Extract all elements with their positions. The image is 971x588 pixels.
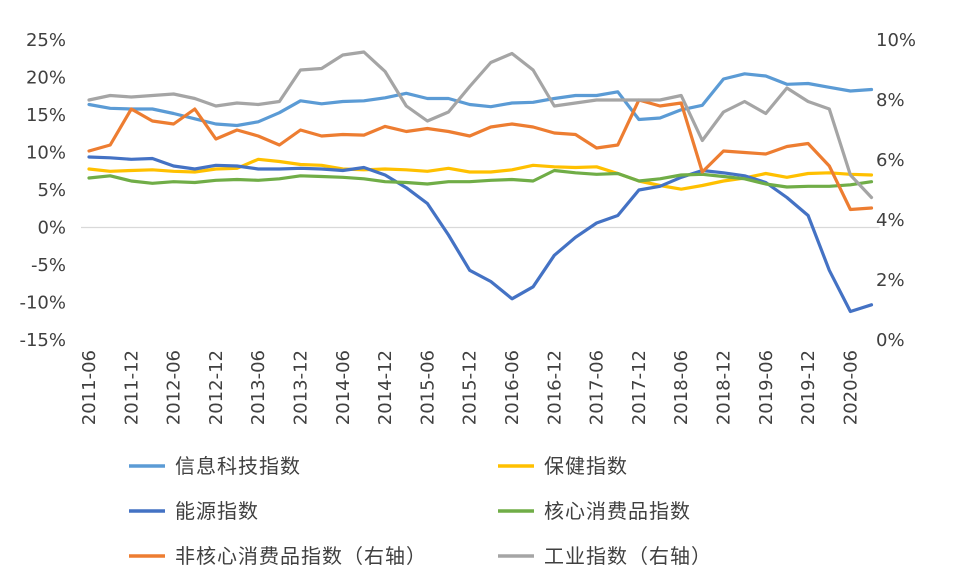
x-axis-tick-label: 2018-12: [714, 350, 735, 425]
legend-label: 核心消费品指数: [544, 499, 691, 523]
left-axis-tick-label: -5%: [31, 255, 66, 276]
x-axis-tick-label: 2015-12: [460, 350, 481, 425]
right-axis-tick-labels: 0% 2% 4% 6% 8% 10%: [876, 30, 916, 351]
x-axis-tick-label: 2017-12: [629, 350, 650, 425]
series-line-3: [87, 155, 874, 314]
legend-label: 工业指数（右轴）: [544, 544, 712, 568]
left-axis-tick-labels: -15% -10% -5% 0% 5% 10% 15% 20% 25%: [19, 30, 66, 351]
x-axis-tick-label: 2013-12: [291, 350, 312, 425]
x-axis-tick-label: 2011-06: [79, 350, 100, 425]
left-axis-tick-label: 15%: [26, 105, 66, 126]
x-axis-tick-label: 2014-06: [333, 350, 354, 425]
series-line-5: [87, 98, 874, 212]
left-axis-tick-label: 0%: [37, 218, 66, 239]
legend-label: 能源指数: [175, 499, 259, 523]
x-axis-tick-label: 2019-06: [756, 350, 777, 425]
x-axis-tick-label: 2014-12: [375, 350, 396, 425]
legend-label: 非核心消费品指数（右轴）: [175, 544, 427, 568]
right-axis-tick-label: 2%: [876, 270, 905, 291]
legend-label: 信息科技指数: [175, 454, 301, 478]
right-axis-tick-label: 10%: [876, 30, 916, 51]
x-axis-tick-label: 2016-06: [502, 350, 523, 425]
x-axis-tick-label: 2018-06: [671, 350, 692, 425]
left-axis-tick-label: 25%: [26, 30, 66, 51]
x-axis-tick-label: 2015-06: [417, 350, 438, 425]
series-line-4: [87, 168, 874, 189]
x-axis-tick-label: 2016-12: [544, 350, 565, 425]
series-lines: [87, 50, 874, 314]
right-axis-tick-label: 0%: [876, 330, 905, 351]
series-line-1: [87, 72, 874, 128]
x-axis-tick-label: 2013-06: [248, 350, 269, 425]
x-axis-tick-label: 2012-06: [164, 350, 185, 425]
x-axis-tick-label: 2019-12: [798, 350, 819, 425]
x-axis-tick-label: 2012-12: [206, 350, 227, 425]
right-axis-tick-label: 4%: [876, 210, 905, 231]
x-axis-tick-label: 2017-06: [587, 350, 608, 425]
series-line-6: [87, 50, 874, 200]
series-line-2: [87, 157, 874, 191]
x-axis-tick-label: 2020-06: [840, 350, 861, 425]
legend-label: 保健指数: [544, 454, 628, 478]
x-axis-tick-labels: 2011-06 2011-12 2012-06 2012-12 2013-06 2013-…: [79, 350, 861, 425]
right-axis-tick-label: 8%: [876, 90, 905, 111]
left-axis-tick-label: 5%: [37, 180, 66, 201]
left-axis-tick-label: 20%: [26, 68, 66, 89]
x-axis-tick-label: 2011-12: [121, 350, 142, 425]
left-axis-tick-label: -15%: [19, 330, 66, 351]
left-axis-tick-label: 10%: [26, 143, 66, 164]
left-axis-tick-label: -10%: [19, 293, 66, 314]
right-axis-tick-label: 6%: [876, 150, 905, 171]
